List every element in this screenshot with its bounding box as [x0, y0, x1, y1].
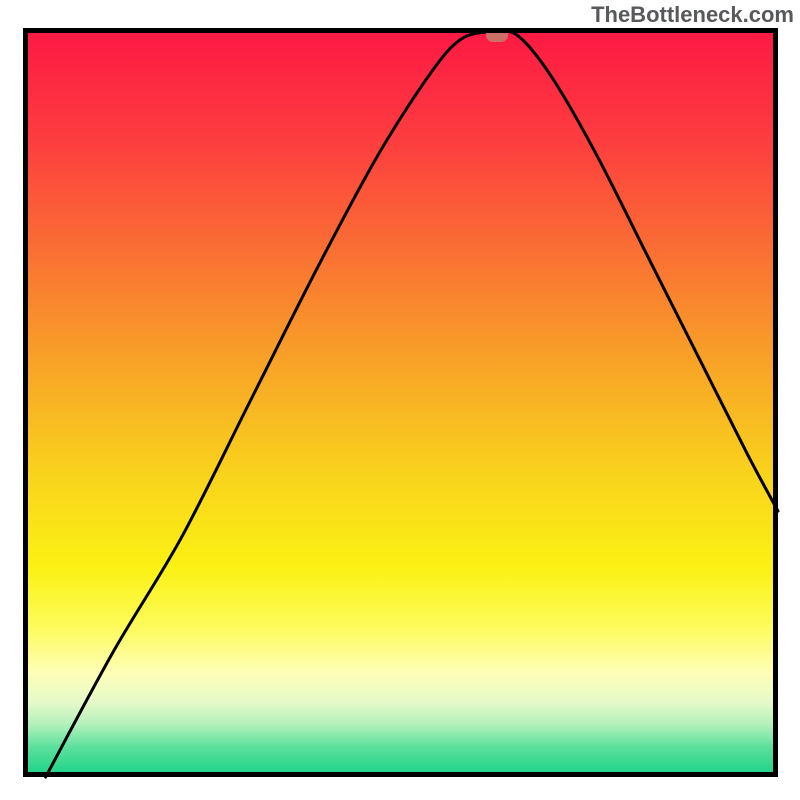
border-left	[23, 28, 28, 777]
plot-area	[23, 28, 778, 777]
border-right	[773, 28, 778, 777]
bottleneck-chart: TheBottleneck.com	[0, 0, 800, 800]
border-bottom	[23, 772, 778, 777]
border-top	[23, 28, 778, 33]
bottleneck-curve	[46, 31, 778, 777]
curve-layer	[23, 28, 778, 777]
watermark-text: TheBottleneck.com	[591, 2, 794, 28]
